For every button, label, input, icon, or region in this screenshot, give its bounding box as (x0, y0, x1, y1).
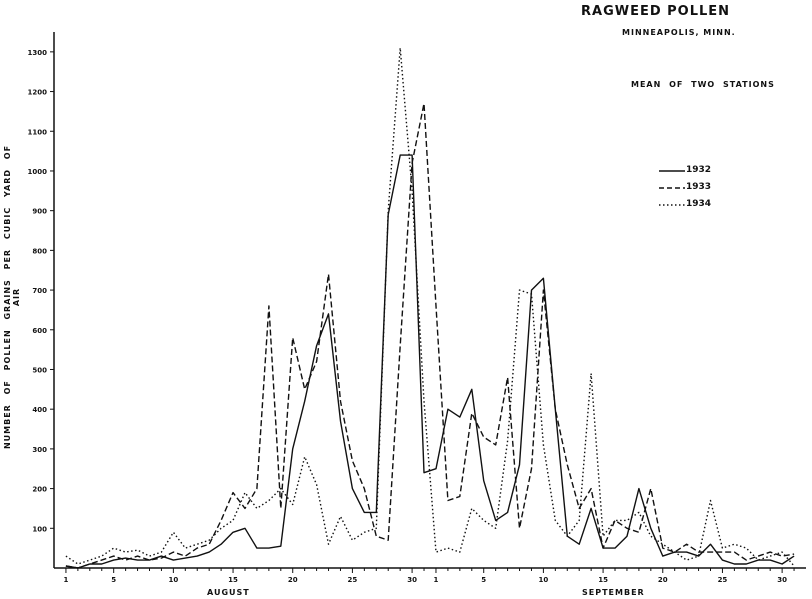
y-tick-label: 800 (32, 247, 47, 255)
x-axis-label-september: SEPTEMBER (582, 588, 645, 597)
y-tick-label: 300 (32, 446, 47, 454)
legend-label-1933: 1933 (686, 182, 712, 192)
y-axis-label: NUMBER OF POLLEN GRAINS PER CUBIC YARD O… (3, 144, 21, 450)
x-ticks: 1 5 10 15 20 25 30 1 5 10 15 20 25 30 (63, 568, 795, 584)
y-tick-label: 1100 (28, 128, 48, 136)
x-tick-label: 5 (111, 576, 116, 584)
x-tick-label: 25 (718, 576, 728, 584)
x-tick-label: 25 (348, 576, 358, 584)
y-tick-label: 400 (32, 406, 47, 414)
y-tick-label: 1200 (28, 89, 48, 97)
x-tick-label: 30 (777, 576, 787, 584)
x-tick-label: 1 (63, 576, 68, 584)
chart-title: RAGWEED POLLEN (581, 4, 731, 19)
x-axis-label-august: AUGUST (207, 588, 250, 597)
x-tick-label: 20 (288, 576, 298, 584)
chart-subtitle: MINNEAPOLIS, MINN. (622, 28, 736, 37)
axes (53, 32, 806, 569)
x-tick-label: 15 (228, 576, 238, 584)
y-tick-label: 500 (32, 366, 47, 374)
y-tick-label: 100 (32, 525, 47, 533)
series-line-1932 (65, 154, 795, 569)
legend-label-1934: 1934 (686, 199, 712, 209)
y-tick-label: 1300 (28, 49, 48, 57)
y-tick-label: 200 (32, 486, 47, 494)
y-tick-label: 1000 (28, 168, 48, 176)
series-line-1934 (65, 47, 795, 567)
x-tick-label: 1 (434, 576, 439, 584)
series-lines (65, 47, 795, 569)
y-tick-label: 600 (32, 327, 47, 335)
y-tick-label: 700 (32, 287, 47, 295)
x-tick-label: 10 (539, 576, 549, 584)
x-tick-label: 30 (407, 576, 417, 584)
y-ticks: 100 200 300 400 500 600 700 800 900 1000 1100 1200 1… (28, 49, 54, 533)
chart-note: MEAN OF TWO STATIONS (631, 80, 775, 89)
x-tick-label: 5 (481, 576, 486, 584)
legend-label-1932: 1932 (686, 165, 712, 175)
x-tick-label: 15 (598, 576, 608, 584)
x-tick-label: 20 (658, 576, 668, 584)
y-tick-label: 900 (32, 208, 47, 216)
x-tick-label: 10 (168, 576, 178, 584)
series-line-1933 (65, 102, 795, 569)
